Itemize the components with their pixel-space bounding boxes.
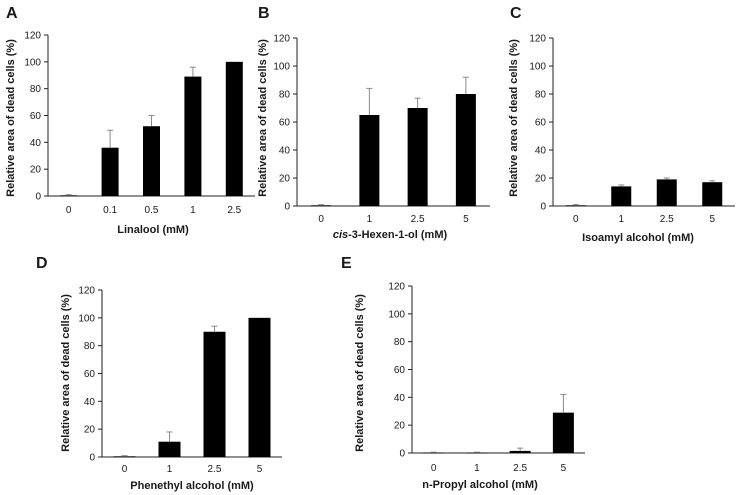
y-tick-label-c: 0 [540,202,546,213]
y-tick-label-d: 0 [89,453,95,464]
y-tick-label-b: 100 [273,62,290,73]
y-tick-label-c: 120 [529,34,546,45]
y-tick-label-d: 120 [78,286,95,297]
y-tick-label-e: 40 [394,393,406,404]
x-axis-title-b: cis-3-Hexen-1-ol (mM) [333,229,448,241]
y-tick-label-a: 120 [24,31,41,42]
y-tick-label-b: 0 [284,202,290,213]
y-axis-title-e: Relative area of dead cells (%) [354,294,366,452]
x-tick-label-a: 2.5 [227,205,241,216]
x-tick-label-d: 5 [257,464,263,475]
bar-c [656,179,677,206]
x-tick-label-e: 0 [431,463,437,474]
bar-e [509,450,531,453]
y-tick-label-a: 0 [35,192,41,203]
x-axis-title-c: Isoamyl alcohol (mM) [582,232,694,244]
y-tick-label-e: 120 [388,282,405,293]
bar-a [184,76,202,196]
y-tick-label-e: 20 [394,421,406,432]
panel-b: B Relative area of dead cells (%) cis-3-… [257,5,490,241]
bar-d [248,317,271,457]
x-axis-title-d: Phenethyl alcohol (mM) [130,480,254,492]
y-tick-label-a: 80 [30,84,42,95]
bar-c [611,186,632,206]
bar-c [565,205,586,207]
bar-e [423,452,445,454]
y-tick-label-a: 20 [30,165,42,176]
y-axis-title-c: Relative area of dead cells (%) [508,39,520,197]
x-tick-label-b: 0 [318,214,324,225]
bar-a [60,195,78,197]
y-tick-label-e: 0 [399,449,405,460]
y-tick-label-a: 60 [30,111,42,122]
y-tick-label-b: 80 [279,90,291,101]
panel-d: D Relative area of dead cells (%) Phenet… [36,255,282,492]
panel-e: E Relative area of dead cells (%) n-Prop… [341,255,585,491]
y-tick-label-c: 80 [535,90,547,101]
x-tick-label-d: 1 [167,464,173,475]
y-tick-label-b: 20 [279,174,291,185]
y-tick-label-e: 60 [394,365,406,376]
x-tick-label-c: 5 [709,214,715,225]
y-axis-title-b: Relative area of dead cells (%) [257,39,269,197]
x-tick-label-c: 1 [618,214,624,225]
x-tick-label-b: 5 [463,214,469,225]
x-tick-label-a: 0.1 [103,205,117,216]
y-tick-label-e: 80 [394,337,406,348]
y-tick-label-c: 100 [529,62,546,73]
panel-c: C Relative area of dead cells (%) Isoamy… [508,5,735,244]
x-tick-label-e: 5 [561,463,567,474]
x-tick-label-e: 1 [474,463,480,474]
y-tick-label-c: 20 [535,174,547,185]
y-tick-label-a: 40 [30,138,42,149]
x-tick-label-e: 2.5 [513,463,527,474]
x-tick-label-b: 1 [367,214,373,225]
x-tick-label-a: 1 [190,205,196,216]
bar-a [101,147,119,196]
y-tick-label-b: 40 [279,146,291,157]
y-axis-title-d: Relative area of dead cells (%) [60,294,72,452]
x-tick-label-a: 0.5 [145,205,159,216]
x-axis-title-e: n-Propyl alcohol (mM) [422,479,538,491]
y-tick-label-a: 100 [24,57,41,68]
panel-letter-d: D [36,255,48,272]
bar-b [311,205,332,207]
y-tick-label-b: 120 [273,34,290,45]
y-tick-label-d: 40 [84,397,96,408]
bar-b [455,94,476,206]
panel-letter-c: C [510,5,522,22]
y-tick-label-d: 20 [84,425,96,436]
y-tick-label-d: 60 [84,369,96,380]
bar-d [158,441,181,457]
bar-b [359,115,380,206]
x-tick-label-d: 2.5 [208,464,222,475]
y-tick-label-c: 60 [535,118,547,129]
x-tick-label-c: 0 [573,214,579,225]
y-tick-label-d: 100 [78,313,95,324]
y-tick-label-c: 40 [535,146,547,157]
x-tick-label-d: 0 [122,464,128,475]
y-tick-label-e: 100 [388,309,405,320]
panel-letter-a: A [6,5,18,22]
panel-a: A Relative area of dead cells (%) Linalo… [5,5,255,236]
bar-e [552,412,574,453]
x-tick-label-c: 2.5 [660,214,674,225]
x-tick-label-a: 0 [66,205,72,216]
y-axis-title-a: Relative area of dead cells (%) [5,39,17,197]
panel-letter-e: E [341,255,352,272]
x-tick-label-b: 2.5 [411,214,425,225]
panel-letter-b: B [258,5,270,22]
bar-d [113,456,136,458]
bar-c [702,182,723,206]
bar-a [143,126,160,196]
bar-b [407,108,428,206]
bar-a [225,61,243,197]
y-tick-label-d: 80 [84,341,96,352]
bar-d [203,331,226,457]
x-axis-title-a: Linalool (mM) [117,224,189,236]
y-tick-label-b: 60 [279,118,291,129]
bar-e [466,452,488,454]
